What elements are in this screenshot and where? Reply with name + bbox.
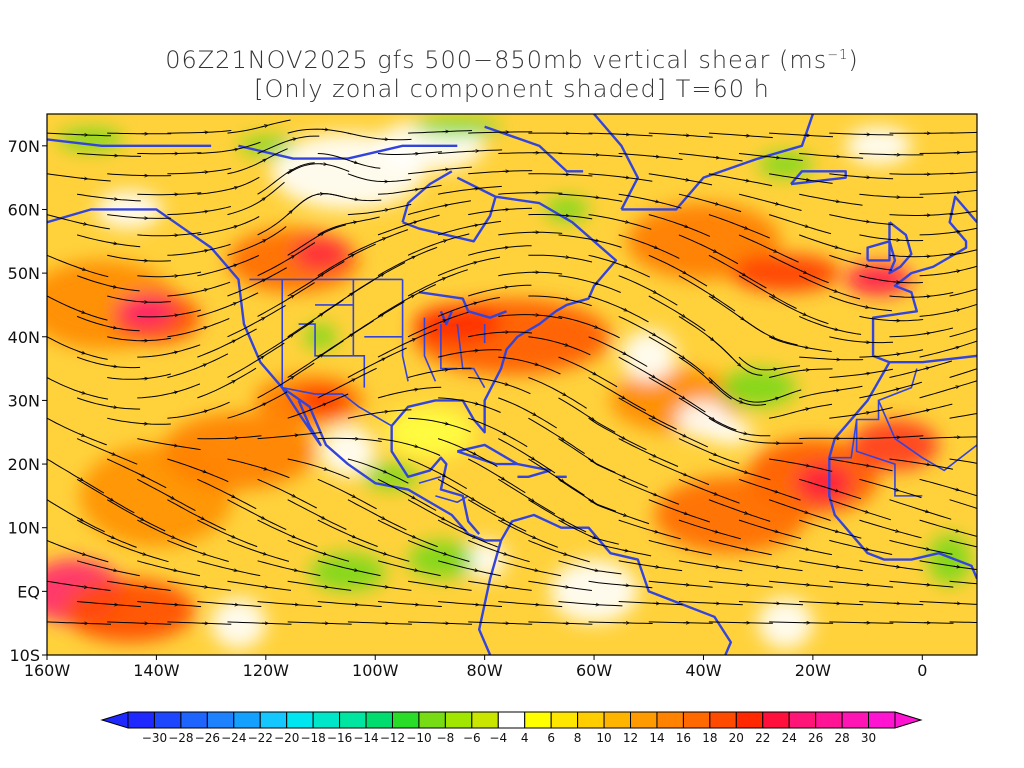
chart-title-line-1: 06Z21NOV2025 gfs 500−850mb vertical shea… (165, 46, 859, 74)
lon-tick-label: 140W (133, 661, 180, 680)
colorbar-swatch (444, 711, 473, 729)
lat-tick-label: 60N (8, 200, 40, 219)
colorbar-label: 16 (676, 731, 691, 745)
lat-tick-label: 40N (8, 328, 40, 347)
colorbar-swatch (127, 711, 155, 729)
colorbar-swatch (339, 711, 367, 729)
colorbar-swatch (603, 711, 632, 729)
colorbar-label: 22 (755, 731, 770, 745)
colorbar-label: −6 (463, 731, 481, 745)
colorbar-label: −22 (248, 731, 273, 745)
colorbar-swatch (233, 711, 261, 729)
colorbar-swatch (656, 711, 684, 729)
colorbar-label: −18 (300, 731, 325, 745)
colorbar-swatch (682, 711, 711, 729)
colorbar-label: −20 (274, 731, 299, 745)
colorbar: −30 −28 −26 −24 −22 −20 −18 −16 −14 −12 −10 −8 −6 −4 4… (100, 711, 923, 745)
colorbar-label: 6 (547, 731, 555, 745)
colorbar-swatch (471, 711, 499, 729)
colorbar-swatch (815, 711, 843, 729)
colorbar-swatch (206, 711, 235, 729)
colorbar-label: 10 (596, 731, 611, 745)
colorbar-label: 24 (782, 731, 797, 745)
colorbar-swatch (841, 711, 870, 729)
lon-tick-label: 40W (685, 661, 721, 680)
colorbar-label: −26 (195, 731, 220, 745)
colorbar-swatch (577, 711, 605, 729)
colorbar-label: 18 (702, 731, 717, 745)
plot-area (47, 114, 977, 655)
colorbar-label: 8 (574, 731, 582, 745)
colorbar-label: −10 (406, 731, 431, 745)
colorbar-label: 14 (649, 731, 664, 745)
streamlines (47, 119, 977, 624)
colorbar-swatch (709, 711, 737, 729)
colorbar-label: 28 (834, 731, 849, 745)
lon-tick-label: 80W (467, 661, 503, 680)
colorbar-label: −4 (489, 731, 507, 745)
lon-tick-label: 0 (917, 661, 927, 680)
colorbar-swatch (365, 711, 393, 729)
lat-tick-label: 70N (8, 137, 40, 156)
colorbar-swatch (418, 711, 446, 729)
lat-tick-label: 50N (8, 264, 40, 283)
colorbar-arrow-right (894, 711, 923, 729)
colorbar-label: −12 (380, 731, 405, 745)
colorbar-label: −24 (221, 731, 246, 745)
lat-tick-label: 20N (8, 455, 40, 474)
colorbar-swatch (286, 711, 314, 729)
colorbar-swatch (391, 711, 420, 729)
coastlines (47, 114, 977, 655)
lon-tick-label: 160W (24, 661, 71, 680)
colorbar-swatch (630, 711, 658, 729)
colorbar-swatch (788, 711, 817, 729)
colorbar-swatch (259, 711, 288, 729)
colorbar-label: −28 (168, 731, 193, 745)
lon-tick-label: 20W (795, 661, 831, 680)
chart-title-line-2: [Only zonal component shaded] T=60 h (254, 75, 770, 103)
colorbar-swatch (180, 711, 208, 729)
colorbar-swatch (762, 711, 790, 729)
lon-tick-label: 60W (576, 661, 612, 680)
colorbar-label: 20 (729, 731, 744, 745)
colorbar-swatch (868, 711, 896, 729)
colorbar-swatch (735, 711, 764, 729)
colorbar-swatch (497, 711, 526, 729)
colorbar-label: −14 (353, 731, 378, 745)
colorbar-swatch (153, 711, 182, 729)
colorbar-swatch (524, 711, 552, 729)
plot-frame (46, 113, 978, 656)
colorbar-label: −16 (327, 731, 352, 745)
colorbar-swatch (312, 711, 341, 729)
lat-tick-label: 30N (8, 391, 40, 410)
lat-tick-label: 10S (9, 646, 40, 665)
lon-tick-label: 100W (352, 661, 399, 680)
colorbar-swatch (550, 711, 579, 729)
colorbar-label: −30 (142, 731, 167, 745)
colorbar-label: 26 (808, 731, 823, 745)
lon-tick-label: 120W (243, 661, 290, 680)
shear-shading (47, 117, 972, 649)
lat-tick-label: 10N (8, 519, 40, 538)
colorbar-label: 12 (623, 731, 638, 745)
colorbar-label: 30 (861, 731, 876, 745)
lat-tick-label: EQ (17, 582, 40, 601)
shading-background (47, 114, 977, 655)
colorbar-label: −8 (437, 731, 455, 745)
colorbar-arrow-left (100, 711, 129, 729)
colorbar-label: 4 (521, 731, 529, 745)
